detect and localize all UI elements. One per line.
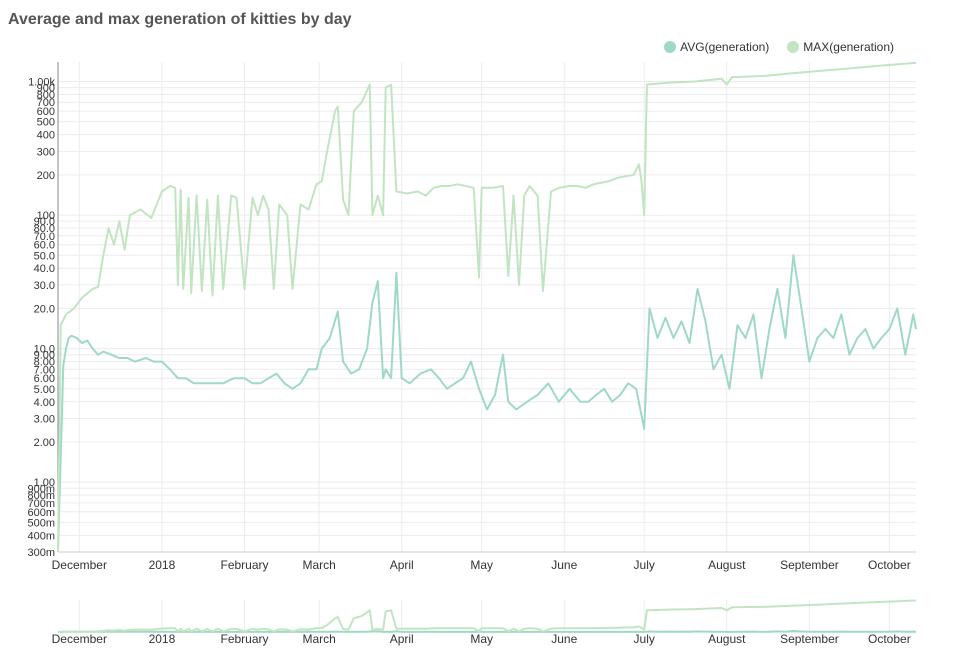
y-tick-label: 3.00 xyxy=(34,413,55,425)
y-tick-label: 6.00 xyxy=(34,373,55,385)
brush-max-line xyxy=(57,599,917,633)
brush-x-tick-label: April xyxy=(390,632,414,646)
y-tick-label: 300m xyxy=(27,547,55,559)
x-axis: December 2018 February March April May June Jul… xyxy=(52,551,916,572)
brush-x-tick-label: September xyxy=(780,632,839,646)
y-tick-label: 10.0 xyxy=(34,344,55,356)
y-tick-label: 2.00 xyxy=(34,437,55,449)
y-tick-label: 900 xyxy=(37,83,55,95)
y-tick-label: 80.0 xyxy=(34,223,55,235)
brush-x-tick-label: October xyxy=(868,632,911,646)
x-tick-label: September xyxy=(780,558,839,572)
legend-item-max[interactable]: MAX(generation) xyxy=(787,40,894,54)
legend-max-dot xyxy=(787,41,800,53)
y-tick-label: 300 xyxy=(37,146,55,158)
y-tick-label: 500 xyxy=(37,117,55,129)
x-tick-label: May xyxy=(470,558,493,572)
legend-avg-label: AVG(generation) xyxy=(680,40,770,54)
y-tick-label: 800 xyxy=(37,89,55,101)
brush-x-tick-label: February xyxy=(221,632,269,646)
y-tick-label: 90.0 xyxy=(34,216,55,228)
legend: AVG(generation) MAX(generation) xyxy=(664,40,894,54)
legend-item-avg[interactable]: AVG(generation) xyxy=(664,40,769,54)
x-tick-label: June xyxy=(551,558,577,572)
avg-generation-line xyxy=(57,254,917,553)
y-tick-label: 8.00 xyxy=(34,357,55,369)
y-tick-label: 4.00 xyxy=(34,397,55,409)
brush-avg-line xyxy=(58,629,917,633)
x-tick-label: 2018 xyxy=(149,558,176,572)
brush-overview[interactable]: December 2018 February March April May June Jul… xyxy=(52,599,917,647)
y-tick-label: 1.00k xyxy=(28,77,55,89)
y-tick-label: 800m xyxy=(27,490,55,502)
y-tick-label: 600m xyxy=(27,507,55,519)
brush-x-tick-label: June xyxy=(551,632,577,646)
y-tick-label: 600 xyxy=(37,106,55,118)
y-tick-label: 700 xyxy=(37,97,55,109)
x-tick-label: August xyxy=(708,558,746,572)
y-tick-label: 400m xyxy=(27,530,55,542)
y-tick-label: 20.0 xyxy=(34,303,55,315)
y-tick-label: 30.0 xyxy=(34,280,55,292)
chart-title: Average and max generation of kitties by… xyxy=(8,11,352,28)
y-tick-label: 700m xyxy=(27,498,55,510)
x-tick-label: October xyxy=(868,558,911,572)
y-tick-label: 100 xyxy=(37,210,55,222)
brush-x-tick-label: August xyxy=(708,632,746,646)
legend-max-label: MAX(generation) xyxy=(803,40,894,54)
y-tick-label: 500m xyxy=(27,517,55,529)
y-tick-label: 9.00 xyxy=(34,350,55,362)
y-tick-label: 70.0 xyxy=(34,231,55,243)
brush-x-tick-label: July xyxy=(634,632,655,646)
x-tick-label: April xyxy=(390,558,414,572)
legend-avg-dot xyxy=(664,41,677,53)
y-tick-label: 7.00 xyxy=(34,364,55,376)
brush-x-tick-label: 2018 xyxy=(149,632,176,646)
brush-x-tick-label: May xyxy=(470,632,493,646)
y-tick-label: 900m xyxy=(27,483,55,495)
y-tick-label: 50.0 xyxy=(34,250,55,262)
y-tick-label: 40.0 xyxy=(34,263,55,275)
max-generation-line xyxy=(57,61,917,553)
brush-x-tick-label: March xyxy=(302,632,335,646)
series-lines xyxy=(57,61,917,553)
y-tick-label: 1.00 xyxy=(34,477,55,489)
y-tick-label: 400 xyxy=(37,130,55,142)
x-tick-label: July xyxy=(634,558,655,572)
grid xyxy=(58,62,916,632)
x-tick-label: March xyxy=(302,558,335,572)
x-tick-label: February xyxy=(221,558,269,572)
y-tick-label: 200 xyxy=(37,170,55,182)
brush-x-tick-label: December xyxy=(52,632,107,646)
y-tick-label: 5.00 xyxy=(34,384,55,396)
y-tick-label: 60.0 xyxy=(34,240,55,252)
x-tick-label: December xyxy=(52,558,107,572)
